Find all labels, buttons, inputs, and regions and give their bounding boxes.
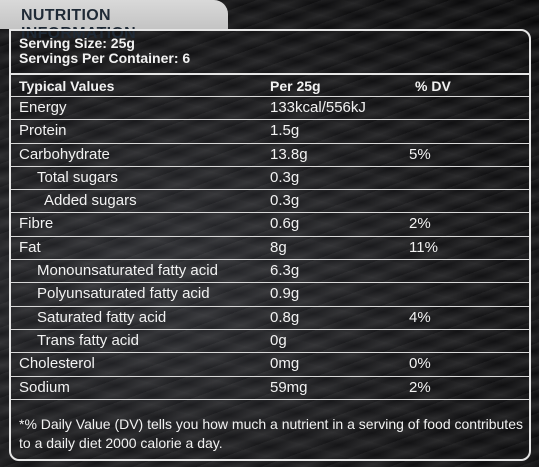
title-tab: NUTRITION INFORMATION <box>0 0 228 42</box>
nutrient-name: Fibre <box>19 215 54 233</box>
nutrient-amount: 0.3g <box>270 192 300 210</box>
nutrient-amount: 133kcal/556kJ <box>270 99 366 116</box>
table-row: Fat 8g 11% <box>11 237 529 261</box>
nutrient-name: Monounsaturated fatty acid <box>37 262 218 280</box>
nutrient-daily-value: 2% <box>409 378 431 396</box>
header-typical-values: Typical Values <box>19 78 115 94</box>
table-row: Added sugars 0.3g <box>11 190 529 214</box>
table-row: Monounsaturated fatty acid 6.3g <box>11 260 529 284</box>
nutrient-amount: 0.3g <box>270 168 300 186</box>
servings-per-container: Servings Per Container: 6 <box>19 50 191 66</box>
nutrient-name: Total sugars <box>37 168 118 186</box>
nutrition-table: Typical Values Per 25g % DV Energy 133kca… <box>11 73 529 400</box>
table-row: Total sugars 0.3g <box>11 167 529 191</box>
nutrient-amount: 0mg <box>270 355 300 373</box>
nutrient-amount: 1.5g <box>270 122 300 140</box>
table-row: Sodium 59mg 2% <box>11 377 529 400</box>
nutrient-amount: 0.8g <box>270 308 300 326</box>
table-row: Polyunsaturated fatty acid 0.9g <box>11 283 529 307</box>
nutrient-name: Saturated fatty acid <box>37 308 167 326</box>
nutrient-daily-value: 5% <box>409 145 431 163</box>
serving-size: Serving Size: 25g <box>19 35 135 51</box>
nutrient-name: Carbohydrate <box>19 145 110 163</box>
nutrient-amount: 0.9g <box>270 285 300 303</box>
nutrient-name: Polyunsaturated fatty acid <box>37 285 210 303</box>
table-row: Trans fatty acid 0g <box>11 330 529 354</box>
table-row: Energy 133kcal/556kJ <box>11 97 529 121</box>
serving-info: Serving Size: 25g Servings Per Container… <box>19 36 190 66</box>
nutrient-daily-value: 11% <box>409 238 438 256</box>
nutrient-daily-value: 0% <box>409 355 431 373</box>
header-per-serving: Per 25g <box>270 78 321 94</box>
daily-value-footnote: *% Daily Value (DV) tells you how much a… <box>19 416 523 451</box>
header-daily-value: % DV <box>415 78 451 94</box>
nutrition-panel: Serving Size: 25g Servings Per Container… <box>9 29 531 461</box>
nutrient-name: Protein <box>19 122 67 140</box>
nutrient-name: Trans fatty acid <box>37 331 139 349</box>
nutrient-name: Sodium <box>19 378 70 396</box>
nutrient-amount: 6.3g <box>270 262 300 280</box>
nutrient-name: Cholesterol <box>19 355 95 373</box>
table-row: Protein 1.5g <box>11 120 529 144</box>
nutrient-name: Energy <box>19 99 67 116</box>
table-row: Saturated fatty acid 0.8g 4% <box>11 307 529 330</box>
table-row: Carbohydrate 13.8g 5% <box>11 144 529 167</box>
nutrient-amount: 13.8g <box>270 145 308 163</box>
nutrient-amount: 59mg <box>270 378 308 396</box>
nutrient-daily-value: 2% <box>409 215 431 233</box>
table-row: Cholesterol 0mg 0% <box>11 353 529 377</box>
nutrient-amount: 0.6g <box>270 215 300 233</box>
nutrient-amount: 8g <box>270 238 287 256</box>
table-header-row: Typical Values Per 25g % DV <box>11 75 529 97</box>
table-row: Fibre 0.6g 2% <box>11 213 529 237</box>
nutrient-name: Fat <box>19 238 41 256</box>
nutrient-amount: 0g <box>270 331 287 349</box>
nutrient-name: Added sugars <box>44 192 137 210</box>
nutrient-daily-value: 4% <box>409 308 431 326</box>
